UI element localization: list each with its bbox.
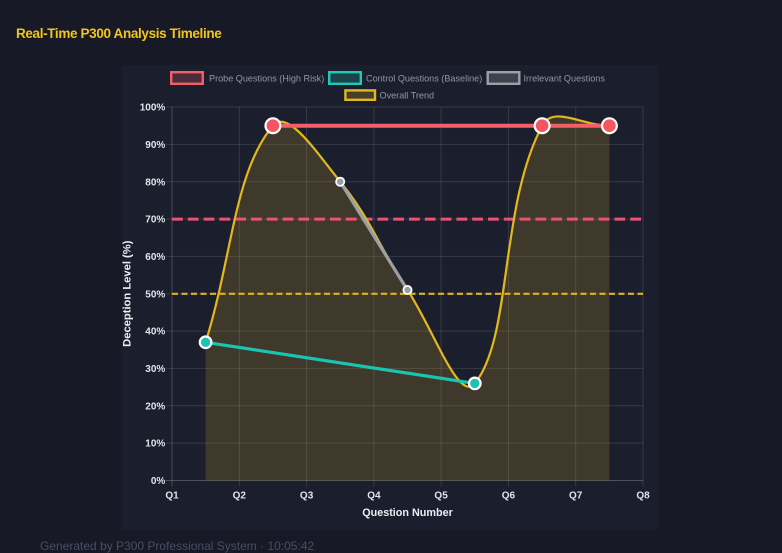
svg-text:Deception Level (%): Deception Level (%) — [121, 240, 133, 347]
svg-text:0%: 0% — [151, 476, 166, 487]
svg-text:70%: 70% — [145, 215, 165, 226]
svg-text:60%: 60% — [145, 252, 165, 263]
svg-text:Overall Trend: Overall Trend — [380, 91, 435, 101]
svg-text:Control Questions (Baseline): Control Questions (Baseline) — [366, 73, 482, 83]
svg-text:80%: 80% — [145, 177, 165, 188]
svg-text:90%: 90% — [145, 140, 165, 151]
svg-text:Q3: Q3 — [300, 491, 314, 502]
svg-text:10%: 10% — [145, 439, 165, 450]
svg-text:Q1: Q1 — [165, 491, 179, 502]
svg-text:Q7: Q7 — [569, 491, 583, 502]
svg-text:100%: 100% — [140, 103, 166, 114]
svg-text:Q8: Q8 — [636, 491, 650, 502]
svg-text:30%: 30% — [145, 364, 165, 375]
svg-text:40%: 40% — [145, 327, 165, 338]
svg-text:Probe Questions (High Risk): Probe Questions (High Risk) — [209, 73, 324, 83]
svg-text:Question Number: Question Number — [362, 507, 453, 519]
svg-text:Q4: Q4 — [367, 491, 381, 502]
svg-text:50%: 50% — [145, 289, 165, 300]
svg-text:Irrelevant Questions: Irrelevant Questions — [524, 73, 606, 83]
svg-text:Q5: Q5 — [434, 491, 448, 502]
svg-text:20%: 20% — [145, 401, 165, 412]
svg-text:Q2: Q2 — [233, 491, 247, 502]
svg-text:Q6: Q6 — [502, 491, 516, 502]
